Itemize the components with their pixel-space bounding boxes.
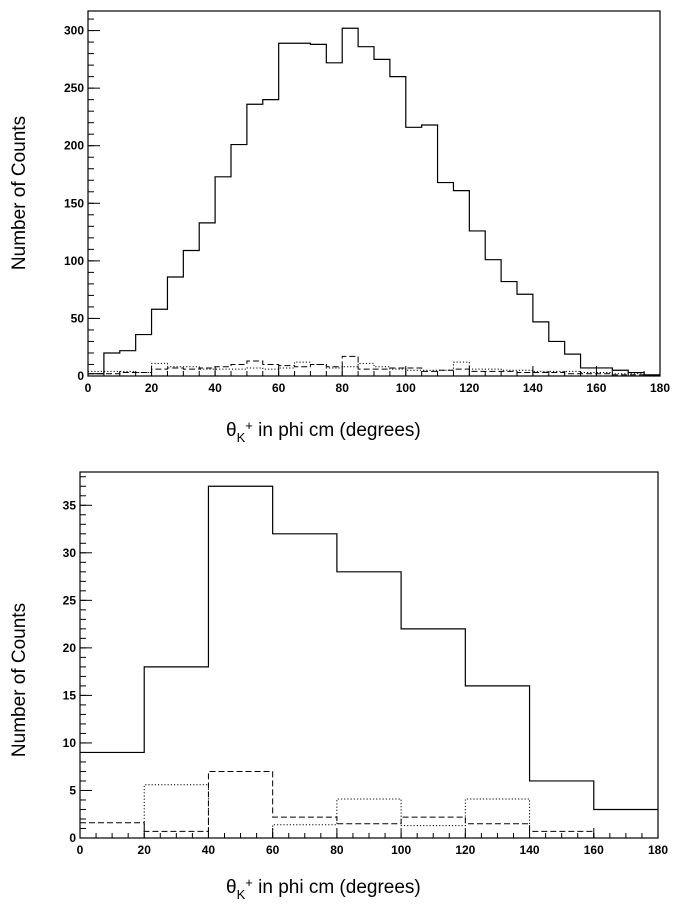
bottom-x-tick-label: 40: [202, 843, 216, 857]
top-y-tick-label: 200: [64, 139, 84, 153]
top-y-tick-label: 100: [64, 254, 84, 268]
top-x-tick-label: 40: [208, 381, 222, 395]
bottom-x-tick-label: 180: [648, 843, 668, 857]
top-x-title-subscript: K: [237, 430, 246, 445]
bottom-y-tick-label: 15: [63, 688, 77, 702]
top-x-axis-title: θK+ in phi cm (degrees): [226, 418, 421, 445]
bottom-x-tick-label: 60: [266, 843, 280, 857]
bottom-x-title-theta: θ: [226, 877, 237, 898]
top-x-tick-label: 20: [145, 381, 159, 395]
top-x-tick-label: 100: [396, 381, 416, 395]
top-plot-area: 0 20 40 60 80 100 120 140 160 180 0 50 100 150 200 250 3…: [64, 10, 670, 395]
top-x-title-theta: θ: [226, 420, 237, 441]
bottom-plot-frame: [79, 471, 659, 839]
bottom-series-dotted: [80, 784, 658, 839]
top-x-tick-label: 0: [85, 381, 92, 395]
bottom-x-title-subscript: K: [237, 887, 246, 902]
bottom-series-solid: [80, 485, 658, 811]
bottom-x-tick-label: 120: [455, 843, 475, 857]
bottom-y-tick-label: 0: [69, 831, 76, 845]
bottom-x-title-superscript: +: [245, 875, 253, 890]
top-x-title-text: in phi cm (degrees): [253, 420, 421, 441]
bottom-y-axis-title: Number of Counts: [9, 603, 30, 757]
top-x-tick-label: 120: [459, 381, 479, 395]
top-y-tick-label: 50: [71, 311, 85, 325]
top-x-tick-label: 60: [272, 381, 286, 395]
bottom-x-title-text: in phi cm (degrees): [253, 877, 421, 898]
top-x-title-superscript: +: [245, 418, 253, 433]
bottom-y-tick-label: 20: [63, 641, 77, 655]
bottom-plot-area: 0 20 40 60 80 100 120 140 160 180 0 5 10 15 20 25 30 35: [63, 471, 668, 857]
bottom-y-tick-label: 10: [63, 736, 77, 750]
bottom-x-tick-label: 160: [584, 843, 604, 857]
top-y-tick-label: 300: [64, 24, 84, 38]
bottom-series-dashed: [80, 770, 658, 839]
top-series-dotted: [88, 361, 660, 376]
top-y-tick-label: 150: [64, 196, 84, 210]
bottom-x-tick-label: 20: [138, 843, 152, 857]
top-series-solid: [88, 27, 660, 376]
top-y-axis-title: Number of Counts: [9, 116, 30, 270]
bottom-y-tick-label: 35: [63, 498, 77, 512]
bottom-x-tick-label: 140: [520, 843, 540, 857]
bottom-panel: 0 20 40 60 80 100 120 140 160 180 0 5 10 15 20 25 30 35 N…: [9, 471, 668, 902]
top-panel: 0 20 40 60 80 100 120 140 160 180 0 50 100 150 200 250 3…: [9, 10, 670, 445]
bottom-x-tick-label: 80: [330, 843, 344, 857]
top-x-tick-label: 160: [586, 381, 606, 395]
top-y-tick-label: 0: [77, 369, 84, 383]
bottom-y-tick-label: 5: [69, 783, 76, 797]
top-x-tick-label: 180: [650, 381, 670, 395]
bottom-y-tick-label: 25: [63, 593, 77, 607]
top-series-dashed: [88, 355, 660, 377]
top-x-tick-label: 80: [336, 381, 350, 395]
bottom-x-tick-label: 0: [77, 843, 84, 857]
top-x-tick-label: 140: [523, 381, 543, 395]
bottom-x-tick-label: 100: [391, 843, 411, 857]
bottom-y-tick-label: 30: [63, 546, 77, 560]
bottom-x-axis-title: θK+ in phi cm (degrees): [226, 875, 421, 902]
top-plot-frame: [87, 10, 661, 377]
top-y-tick-label: 250: [64, 81, 84, 95]
